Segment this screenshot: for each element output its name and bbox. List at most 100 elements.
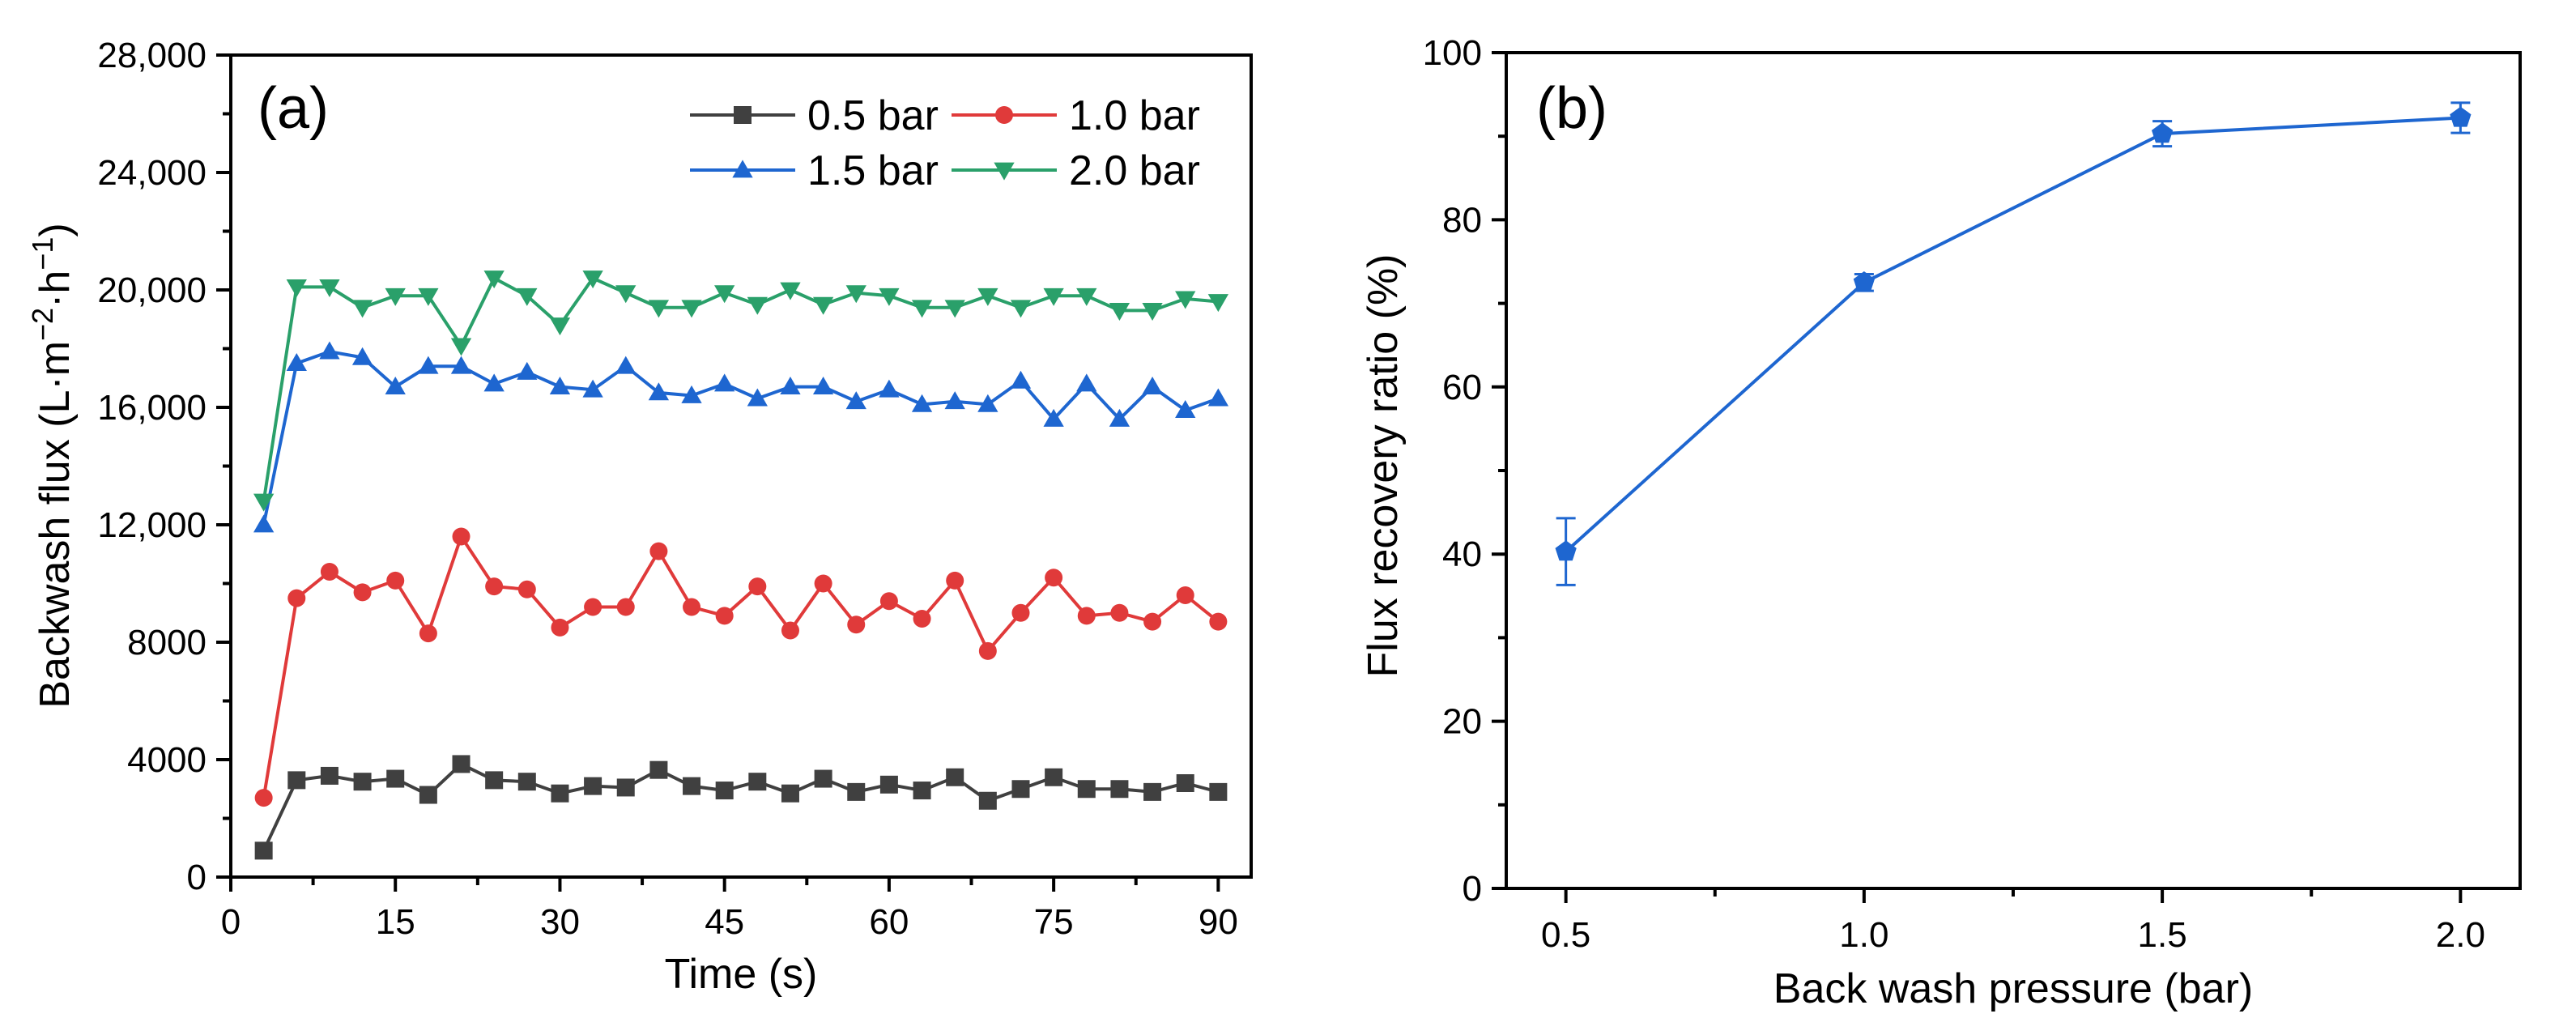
chart-a-data-point bbox=[320, 563, 338, 581]
chart-a-data-point bbox=[483, 270, 505, 289]
chart-a-data-point bbox=[1010, 370, 1032, 389]
chart-b-data-point bbox=[2450, 106, 2472, 127]
chart-a-y-tick-label: 4000 bbox=[127, 740, 207, 780]
chart-a-data-point bbox=[385, 376, 406, 394]
chart-a-data-point bbox=[517, 288, 538, 306]
chart-b-panel-label: (b) bbox=[1536, 76, 1607, 141]
chart-a-data-point bbox=[517, 773, 536, 791]
chart-b-x-tick-label: 1.5 bbox=[2138, 915, 2187, 955]
chart-a-data-point bbox=[287, 589, 306, 607]
chart-a-panel-label: (a) bbox=[258, 76, 329, 141]
chart-b-frame bbox=[1505, 51, 2522, 890]
chart-a-data-point bbox=[814, 769, 832, 788]
chart-a-series-1-5-bar bbox=[253, 341, 1229, 533]
chart-a-data-point bbox=[814, 574, 832, 593]
chart-a-data-point bbox=[683, 598, 701, 616]
chart-a-data-point bbox=[1110, 780, 1129, 799]
chart-a-data-point bbox=[1109, 408, 1130, 427]
chart-a-data-point bbox=[978, 641, 997, 660]
chart-a-data-point bbox=[254, 841, 273, 860]
chart-a-data-point bbox=[1010, 300, 1032, 318]
chart-a-data-point bbox=[1076, 288, 1097, 306]
chart-a-data-point bbox=[582, 270, 603, 289]
chart-a-data-point bbox=[1207, 294, 1229, 313]
chart-a-data-point bbox=[351, 300, 373, 318]
chart-a-y-tick-label: 16,000 bbox=[97, 388, 207, 428]
chart-a-data-point bbox=[683, 777, 701, 795]
chart-a-data-point bbox=[879, 288, 900, 306]
chart-a-data-point bbox=[1043, 408, 1064, 427]
chart-b: 0.5 1.0 1.5 2.0 0 20 40 60 80 100 (b) Back wash … bbox=[1360, 33, 2522, 1012]
chart-a-series-1-0-bar bbox=[254, 527, 1228, 807]
chart-a-y-tick-label: 12,000 bbox=[97, 505, 207, 545]
chart-a-data-point bbox=[549, 376, 571, 394]
chart-a-data-point bbox=[978, 791, 997, 810]
chart-a-data-point bbox=[517, 580, 536, 598]
chart-a-data-point bbox=[351, 347, 373, 365]
legend-label: 2.0 bar bbox=[1069, 147, 1200, 194]
chart-a-data-point bbox=[549, 317, 571, 336]
chart-a-data-point bbox=[913, 610, 931, 628]
chart-a-data-point bbox=[1176, 774, 1194, 792]
chart-b-y-tick-label: 0 bbox=[1463, 869, 1482, 909]
chart-a-data-point bbox=[615, 285, 637, 304]
chart-a-data-point bbox=[1011, 780, 1030, 799]
chart-a-data-point bbox=[450, 338, 472, 356]
chart-a-data-point bbox=[1143, 612, 1162, 631]
chart-a-data-point bbox=[551, 618, 569, 637]
chart-a-data-point bbox=[847, 782, 866, 801]
chart-a-data-point bbox=[253, 493, 275, 512]
chart-a-data-point bbox=[616, 598, 635, 616]
chart-a-data-point bbox=[1045, 569, 1063, 587]
chart-a-y-tick-label: 24,000 bbox=[97, 153, 207, 193]
chart-a-data-point bbox=[1011, 603, 1030, 622]
chart-b-series-line bbox=[1565, 116, 2461, 553]
chart-b-x-tick-label: 0.5 bbox=[1541, 915, 1590, 955]
chart-a-data-point bbox=[386, 769, 405, 788]
legend-marker bbox=[732, 160, 753, 178]
chart-a-data-point bbox=[286, 352, 307, 371]
legend-label: 1.0 bar bbox=[1069, 92, 1200, 139]
chart-a-data-point bbox=[320, 766, 338, 785]
chart-a-y-tick-label: 20,000 bbox=[97, 270, 207, 310]
chart-a: 0 15 30 45 60 75 90 0 4000 8000 12,000 16,000 20,00… bbox=[26, 36, 1253, 998]
chart-a-data-point bbox=[517, 361, 538, 380]
chart-a-data-point bbox=[1043, 288, 1064, 306]
chart-a-data-point bbox=[748, 773, 767, 791]
chart-b-x-tick-label: 1.0 bbox=[1839, 915, 1888, 955]
chart-a-x-tick-label: 0 bbox=[221, 902, 241, 942]
chart-a-series-2-0-bar bbox=[253, 270, 1229, 512]
chart-a-data-point bbox=[319, 279, 340, 298]
chart-a-data-point bbox=[1077, 607, 1096, 625]
chart-a-data-point bbox=[452, 755, 470, 773]
chart-a-data-point bbox=[714, 285, 735, 304]
chart-a-y-tick-label: 28,000 bbox=[97, 36, 207, 75]
chart-a-x-tick-label: 90 bbox=[1199, 902, 1238, 942]
chart-a-data-point bbox=[353, 583, 372, 602]
chart-a-data-point bbox=[879, 592, 898, 611]
chart-a-data-point bbox=[648, 300, 670, 318]
chart-a-y-tick-label: 8000 bbox=[127, 623, 207, 662]
chart-a-data-point bbox=[287, 771, 306, 790]
chart-b-y-tick-label: 40 bbox=[1442, 535, 1482, 574]
chart-a-data-point bbox=[911, 394, 933, 412]
legend-marker bbox=[994, 162, 1015, 181]
chart-a-data-point bbox=[780, 282, 801, 300]
chart-a-data-point bbox=[944, 300, 965, 318]
chart-a-series-line bbox=[262, 350, 1220, 526]
chart-a-data-point bbox=[781, 621, 799, 640]
chart-a-data-point bbox=[584, 598, 602, 616]
chart-a-x-tick-label: 30 bbox=[540, 902, 580, 942]
chart-a-data-point bbox=[681, 385, 702, 403]
chart-a-data-point bbox=[254, 789, 273, 807]
chart-a-x-axis-label: Time (s) bbox=[665, 951, 818, 998]
chart-a-data-point bbox=[977, 288, 998, 306]
chart-a-data-point bbox=[944, 391, 965, 410]
chart-a-data-point bbox=[748, 577, 767, 596]
chart-a-data-point bbox=[1143, 782, 1162, 801]
chart-a-data-point bbox=[1076, 373, 1097, 392]
chart-a-data-point bbox=[879, 775, 898, 794]
chart-a-data-point bbox=[747, 388, 768, 407]
chart-a-x-tick-label: 45 bbox=[705, 902, 744, 942]
chart-a-data-point bbox=[879, 379, 900, 398]
